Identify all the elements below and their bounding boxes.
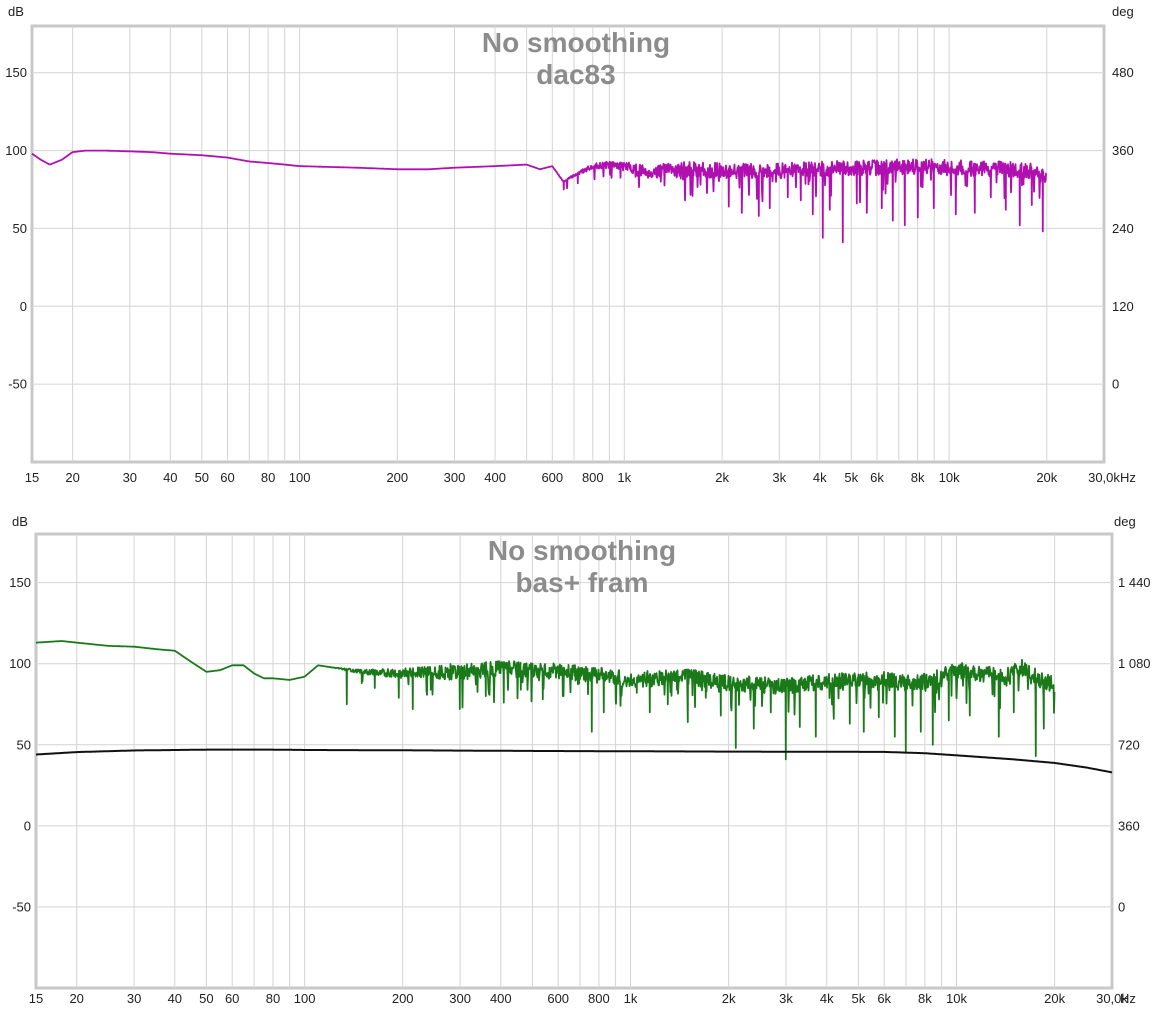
series-line-dac83	[31, 149, 1047, 244]
x-tick-label: 1k	[624, 991, 638, 1006]
x-tick-label: 20	[69, 991, 83, 1006]
series-line-bas-fram	[35, 640, 1056, 761]
x-tick-label: 80	[261, 470, 275, 485]
chart-subtitle: bas+ fram	[515, 567, 648, 598]
x-tick-label: 30,0k	[1096, 991, 1128, 1006]
x-axis-unit: Hz	[1120, 470, 1136, 485]
x-tick-label: 30	[127, 991, 141, 1006]
x-tick-label: 300	[444, 470, 466, 485]
x-tick-label: 10k	[939, 470, 960, 485]
frequency-response-chart-top: dB deg Hz 150 100 50 0 -50 480 360 240 120 0 15 2…	[5, 4, 1136, 485]
x-tick-label: 100	[294, 991, 316, 1006]
x-tick-label: 50	[195, 470, 209, 485]
x-tick-label: 6k	[870, 470, 884, 485]
chart-title: No smoothing	[488, 535, 676, 566]
y-tick-label: 100	[5, 143, 27, 158]
x-tick-labels: 15 20 30 40 50 60 80 100 200 300 400 600 800 1k 2k 3k 4k…	[25, 470, 1121, 485]
y2-tick-label: 0	[1112, 377, 1119, 392]
x-tick-label: 50	[199, 991, 213, 1006]
x-tick-label: 600	[547, 991, 569, 1006]
y2-tick-label: 360	[1118, 818, 1140, 833]
series-lines	[35, 640, 1113, 774]
x-tick-label: 60	[220, 470, 234, 485]
y-tick-label: 150	[5, 65, 27, 80]
x-tick-label: 800	[588, 991, 610, 1006]
x-tick-label: 40	[168, 991, 182, 1006]
y-tick-label: 0	[20, 299, 27, 314]
x-tick-label: 3k	[772, 470, 786, 485]
y2-tick-label: 1 080	[1118, 656, 1151, 671]
x-tick-label: 20	[65, 470, 79, 485]
x-grid	[76, 534, 1056, 988]
x-tick-label: 30,0k	[1088, 470, 1120, 485]
x-tick-label: 600	[541, 470, 563, 485]
x-tick-label: 4k	[813, 470, 827, 485]
plot-frame	[34, 532, 1114, 990]
y-grid	[32, 72, 1104, 385]
y-tick-label: 0	[24, 818, 31, 833]
x-grid	[72, 26, 1048, 462]
x-tick-label: 300	[449, 991, 471, 1006]
chart-title: No smoothing	[482, 27, 670, 58]
y2-tick-label: 480	[1112, 65, 1134, 80]
x-tick-label: 20k	[1036, 470, 1057, 485]
series-line-phase	[35, 748, 1113, 774]
x-tick-label: 15	[25, 470, 39, 485]
y2-tick-label: 120	[1112, 299, 1134, 314]
y2-tick-labels: 480 360 240 120 0	[1112, 65, 1134, 391]
x-tick-label: 4k	[820, 991, 834, 1006]
x-tick-label: 200	[386, 470, 408, 485]
y2-tick-labels: 1 440 1 080 720 360 0	[1118, 575, 1151, 914]
x-tick-label: 6k	[877, 991, 891, 1006]
y-tick-label: -50	[12, 899, 31, 914]
y2-tick-label: 1 440	[1118, 575, 1151, 590]
x-tick-labels: 15 20 30 40 50 60 80 100 200 300 400 600 800 1k 2k 3k 4k…	[29, 991, 1129, 1006]
y2-axis-unit: deg	[1114, 514, 1136, 529]
x-tick-label: 15	[29, 991, 43, 1006]
y2-tick-label: 720	[1118, 737, 1140, 752]
x-tick-label: 200	[392, 991, 414, 1006]
y-axis-unit: dB	[8, 4, 24, 19]
x-tick-label: 5k	[844, 470, 858, 485]
x-tick-label: 80	[266, 991, 280, 1006]
y2-tick-label: 240	[1112, 221, 1134, 236]
x-tick-label: 40	[163, 470, 177, 485]
y-tick-label: 50	[13, 221, 27, 236]
y-tick-labels: 150 100 50 0 -50	[9, 575, 31, 914]
series-lines	[31, 149, 1047, 244]
x-tick-label: 3k	[779, 991, 793, 1006]
x-tick-label: 1k	[617, 470, 631, 485]
x-tick-label: 400	[490, 991, 512, 1006]
x-tick-label: 2k	[722, 991, 736, 1006]
x-axis-unit: Hz	[1120, 991, 1136, 1006]
x-tick-label: 400	[484, 470, 506, 485]
x-tick-label: 800	[582, 470, 604, 485]
x-tick-label: 100	[289, 470, 311, 485]
y-tick-labels: 150 100 50 0 -50	[5, 65, 27, 391]
x-tick-label: 30	[123, 470, 137, 485]
y-tick-label: 100	[9, 656, 31, 671]
x-tick-label: 2k	[715, 470, 729, 485]
x-tick-label: 5k	[852, 991, 866, 1006]
y2-tick-label: 360	[1112, 143, 1134, 158]
y-tick-label: 150	[9, 575, 31, 590]
plot-frame	[30, 24, 1106, 464]
y-axis-unit: dB	[12, 514, 28, 529]
frequency-response-chart-bottom: dB deg Hz 150 100 50 0 -50 1 440 1 080 720 360 0…	[9, 514, 1151, 1006]
y-tick-label: -50	[8, 377, 27, 392]
x-tick-label: 20k	[1044, 991, 1065, 1006]
x-tick-label: 8k	[918, 991, 932, 1006]
y2-tick-label: 0	[1118, 899, 1125, 914]
x-tick-label: 8k	[911, 470, 925, 485]
y-tick-label: 50	[17, 737, 31, 752]
chart-subtitle: dac83	[536, 59, 615, 90]
y2-axis-unit: deg	[1112, 4, 1134, 19]
x-tick-label: 60	[225, 991, 239, 1006]
x-tick-label: 10k	[946, 991, 967, 1006]
